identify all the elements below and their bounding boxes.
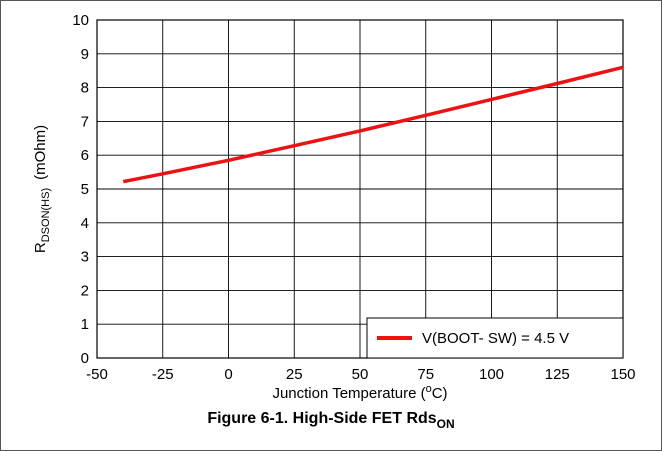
series-lines: [122, 65, 624, 184]
x-tick-label: 75: [417, 366, 434, 383]
grid: [96, 19, 624, 359]
y-tick-label: 9: [81, 46, 89, 63]
x-tick-label: 100: [479, 366, 504, 383]
x-tick-labels: -50 -25 0 25 50 75 100 125 150: [86, 366, 635, 383]
y-axis-title: RDSON(HS) (mOhm): [32, 125, 52, 253]
y-tick-labels: 0 1 2 3 4 5 6 7 8 9 10: [72, 12, 89, 367]
x-tick-label: 125: [545, 366, 570, 383]
y-axis-title-unit: (mOhm): [32, 125, 49, 180]
x-tick-label: 25: [286, 366, 303, 383]
x-tick-label: -50: [86, 366, 108, 383]
series-line: [122, 65, 624, 184]
x-axis-title: Junction Temperature (oC): [272, 383, 447, 402]
figure-caption-main: Figure 6-1. High-Side FET Rds: [207, 410, 436, 427]
legend-label: V(BOOT- SW) = 4.5 V: [422, 330, 569, 347]
y-tick-label: 7: [81, 113, 89, 130]
y-tick-label: 6: [81, 147, 89, 164]
y-axis-title-subscript: DSON(HS): [40, 188, 52, 242]
y-tick-label: 2: [81, 282, 89, 299]
y-axis-title-main: R: [32, 242, 49, 253]
x-axis-title-main: Junction Temperature (: [272, 385, 425, 402]
y-tick-label: 1: [81, 316, 89, 333]
y-tick-label: 8: [81, 80, 89, 97]
x-axis-title-degree: o: [426, 383, 432, 395]
figure-caption-subscript: ON: [437, 417, 455, 431]
x-tick-label: 50: [352, 366, 369, 383]
y-tick-label: 4: [81, 215, 89, 232]
x-tick-label: 0: [224, 366, 232, 383]
y-tick-label: 10: [72, 12, 89, 29]
y-tick-label: 3: [81, 249, 89, 266]
x-tick-label: -25: [152, 366, 174, 383]
figure-caption: Figure 6-1. High-Side FET RdsON: [207, 410, 454, 431]
x-axis-title-unit: C): [432, 385, 448, 402]
legend: V(BOOT- SW) = 4.5 V: [366, 317, 624, 359]
plot-area-border: [96, 19, 624, 359]
y-tick-label: 0: [81, 350, 89, 367]
y-tick-label: 5: [81, 181, 89, 198]
x-tick-label: 150: [610, 366, 635, 383]
